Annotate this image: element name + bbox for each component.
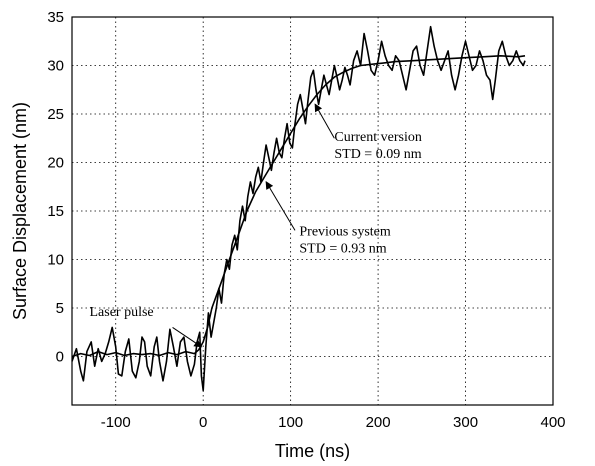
tick-labels: -100 0 100 200 300 400 0 5 10 15 20 25 30 35 (47, 9, 565, 431)
series-layer (71, 25, 526, 392)
x-tick-label: 0 (199, 414, 207, 431)
annotation-line: STD = 0.93 nm (299, 241, 386, 256)
series-line-1 (71, 55, 526, 358)
y-tick-label: 10 (47, 252, 64, 269)
plot-frame (71, 16, 554, 406)
x-tick-label: 200 (366, 414, 391, 431)
y-axis-label: Surface Displacement (nm) (10, 102, 30, 320)
annotation-line: Current version (334, 130, 421, 145)
y-tick-label: 15 (47, 203, 64, 220)
y-tick-label: 30 (47, 58, 64, 75)
x-tick-label: 400 (540, 414, 565, 431)
series-line-2 (71, 25, 526, 392)
annotation-arrow (172, 326, 203, 348)
annotation-text: Current version STD = 0.09 nm (334, 130, 421, 162)
x-tick-label: 300 (453, 414, 478, 431)
annotation-text: Laser pulse (89, 305, 153, 320)
y-tick-label: 0 (56, 349, 64, 366)
x-tick-label: 100 (278, 414, 303, 431)
y-tick-label: 5 (56, 300, 64, 317)
x-tick-label: -100 (101, 414, 131, 431)
y-tick-label: 20 (47, 155, 64, 172)
annotation-line: STD = 0.09 nm (334, 147, 421, 162)
annotation-arrow (265, 181, 296, 231)
annotation-line: Laser pulse (89, 305, 153, 320)
annotation-text: Previous system STD = 0.93 nm (299, 224, 391, 256)
annotation-line: Previous system (299, 224, 391, 239)
annotation-arrow (314, 103, 335, 139)
x-axis-label: Time (ns) (275, 441, 350, 461)
grid-lines (72, 16, 554, 405)
y-tick-label: 35 (47, 9, 64, 26)
y-tick-label: 25 (47, 106, 64, 123)
annotations: Laser pulse Previous system STD = 0.93 nm C… (89, 103, 422, 348)
